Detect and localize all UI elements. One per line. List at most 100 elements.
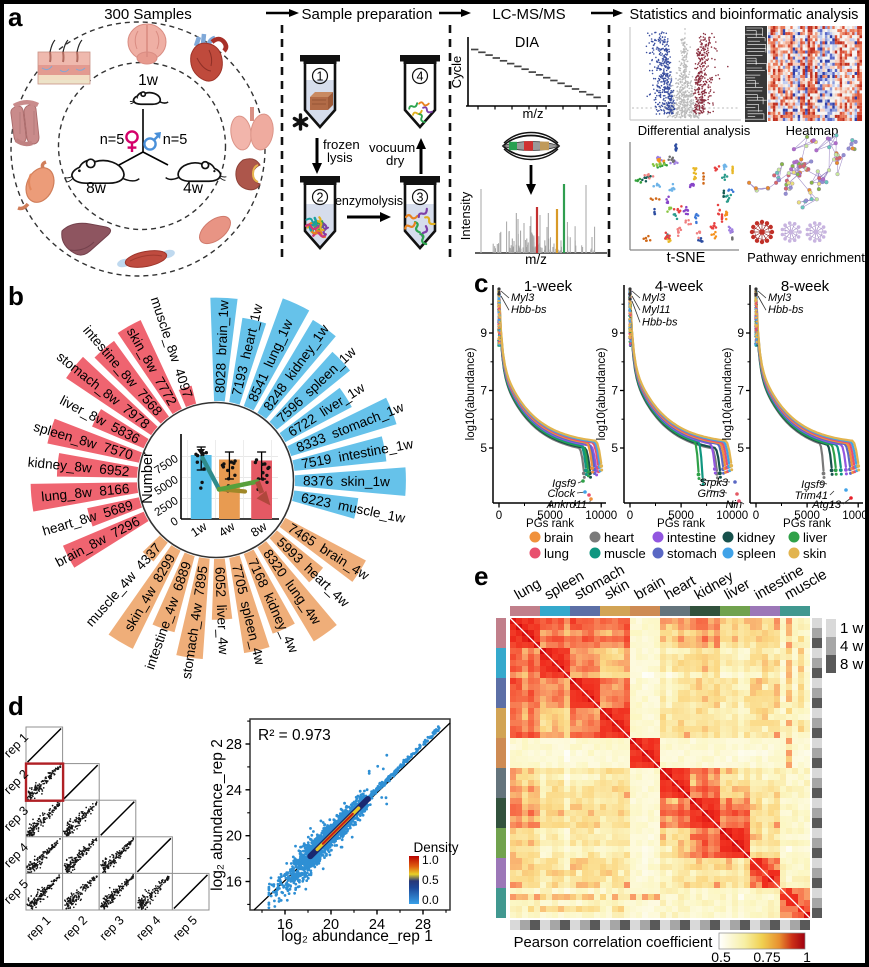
- svg-text:n=5: n=5: [163, 132, 188, 148]
- svg-text:LC-MS/MS: LC-MS/MS: [492, 6, 565, 23]
- svg-text:b: b: [8, 281, 24, 311]
- svg-text:10000: 10000: [716, 510, 748, 522]
- svg-text:Myl3: Myl3: [511, 292, 535, 304]
- svg-text:1 w: 1 w: [840, 620, 864, 637]
- svg-text:1: 1: [803, 949, 811, 965]
- svg-text:lysis: lysis: [327, 150, 353, 165]
- svg-text:20: 20: [323, 917, 339, 933]
- svg-text:muscle: muscle: [604, 546, 646, 561]
- svg-text:log₂ abundance_rep 2: log₂ abundance_rep 2: [209, 739, 226, 891]
- svg-text:4: 4: [417, 70, 424, 84]
- svg-text:5000: 5000: [794, 510, 820, 522]
- svg-text:kidney: kidney: [737, 530, 776, 545]
- svg-text:Clock: Clock: [547, 488, 575, 500]
- svg-text:log10(abundance): log10(abundance): [596, 347, 608, 440]
- svg-text:Hbb-bs: Hbb-bs: [511, 304, 547, 316]
- svg-text:Differential analysis: Differential analysis: [638, 123, 751, 138]
- svg-text:5000: 5000: [668, 510, 694, 522]
- svg-text:5: 5: [611, 441, 618, 455]
- svg-text:n=5: n=5: [100, 132, 125, 148]
- svg-text:2: 2: [317, 191, 324, 205]
- svg-text:24: 24: [226, 783, 242, 799]
- svg-text:Cycle: Cycle: [449, 56, 464, 89]
- svg-text:5: 5: [737, 441, 744, 455]
- svg-text:0.75: 0.75: [753, 949, 780, 965]
- svg-text:Srpk3: Srpk3: [699, 477, 729, 489]
- svg-text:8-week: 8-week: [781, 278, 830, 295]
- svg-text:6052 liver_4w: 6052 liver_4w: [212, 567, 231, 655]
- svg-text:28: 28: [226, 737, 242, 753]
- svg-text:4w: 4w: [183, 180, 204, 197]
- svg-text:Pathway enrichment: Pathway enrichment: [747, 250, 865, 265]
- svg-text:log10(abundance): log10(abundance): [722, 347, 734, 440]
- svg-text:10000: 10000: [842, 510, 869, 522]
- svg-text:4 w: 4 w: [840, 638, 864, 655]
- svg-text:Hbb-bs: Hbb-bs: [768, 304, 804, 316]
- svg-text:spleen: spleen: [737, 546, 776, 561]
- svg-text:c: c: [474, 268, 488, 298]
- svg-text:9: 9: [480, 326, 487, 340]
- svg-text:1.0: 1.0: [422, 853, 439, 867]
- svg-text:16: 16: [226, 875, 242, 891]
- svg-text:Intensity: Intensity: [458, 191, 473, 240]
- svg-text:Sample preparation: Sample preparation: [302, 6, 433, 23]
- svg-text:1: 1: [317, 70, 324, 84]
- svg-text:brain: brain: [544, 530, 573, 545]
- svg-text:7: 7: [611, 384, 618, 398]
- svg-text:Hbb-bs: Hbb-bs: [642, 316, 678, 328]
- svg-text:e: e: [474, 561, 488, 591]
- svg-text:Myl11: Myl11: [642, 304, 671, 316]
- svg-text:vocuum: vocuum: [369, 140, 415, 155]
- svg-text:skin: skin: [803, 546, 826, 561]
- svg-text:PGs rank: PGs rank: [657, 518, 705, 530]
- svg-text:Number: Number: [140, 452, 156, 504]
- svg-text:1w: 1w: [138, 72, 159, 89]
- svg-text:0.0: 0.0: [422, 893, 439, 907]
- svg-text:300 Samples: 300 Samples: [104, 6, 192, 23]
- svg-text:7: 7: [737, 384, 744, 398]
- svg-text:8 w: 8 w: [840, 656, 864, 673]
- svg-text:Statistics and bioinformatic a: Statistics and bioinformatic analysis: [630, 7, 859, 23]
- svg-text:10000: 10000: [585, 510, 617, 522]
- svg-text:Grm3: Grm3: [698, 488, 726, 500]
- svg-text:Trim41: Trim41: [795, 490, 828, 502]
- svg-text:enzymolysis: enzymolysis: [335, 194, 403, 208]
- svg-text:5: 5: [480, 441, 487, 455]
- svg-text:dry: dry: [386, 153, 405, 168]
- svg-text:0: 0: [753, 510, 759, 522]
- svg-text:m/z: m/z: [525, 252, 547, 267]
- svg-text:Atg13: Atg13: [811, 499, 842, 511]
- svg-text:Myl3: Myl3: [642, 292, 666, 304]
- svg-text:0: 0: [169, 515, 181, 529]
- svg-text:PGs rank: PGs rank: [783, 518, 831, 530]
- svg-text:d: d: [8, 691, 24, 721]
- svg-text:5000: 5000: [537, 510, 563, 522]
- svg-text:liver: liver: [803, 530, 828, 545]
- svg-text:Igsf9: Igsf9: [801, 479, 825, 491]
- svg-text:8376 skin_1w: 8376 skin_1w: [303, 473, 390, 489]
- svg-text:0: 0: [496, 510, 502, 522]
- svg-text:Myl3: Myl3: [768, 292, 792, 304]
- svg-text:Heatmap: Heatmap: [786, 123, 839, 138]
- svg-text:0: 0: [627, 510, 633, 522]
- svg-text:PGs rank: PGs rank: [526, 518, 574, 530]
- svg-text:20: 20: [226, 829, 242, 845]
- svg-text:m/z: m/z: [523, 106, 544, 121]
- svg-text:24: 24: [369, 917, 385, 933]
- svg-text:heart: heart: [604, 530, 634, 545]
- svg-text:9: 9: [611, 326, 618, 340]
- svg-text:16: 16: [277, 917, 293, 933]
- svg-text:7: 7: [480, 384, 487, 398]
- svg-text:frozen: frozen: [323, 137, 360, 152]
- svg-text:t-SNE: t-SNE: [667, 250, 706, 266]
- svg-text:a: a: [8, 2, 23, 32]
- svg-text:Pearson correlation coefficien: Pearson correlation coefficient: [514, 935, 713, 951]
- svg-text:intestine: intestine: [667, 530, 716, 545]
- svg-text:Density: Density: [413, 840, 458, 855]
- svg-text:Igsf9: Igsf9: [552, 478, 576, 490]
- svg-text:0.5: 0.5: [711, 949, 731, 965]
- svg-text:0.5: 0.5: [422, 873, 439, 887]
- svg-text:28: 28: [415, 917, 431, 933]
- svg-text:1-week: 1-week: [524, 278, 573, 295]
- svg-text:stomach: stomach: [667, 546, 717, 561]
